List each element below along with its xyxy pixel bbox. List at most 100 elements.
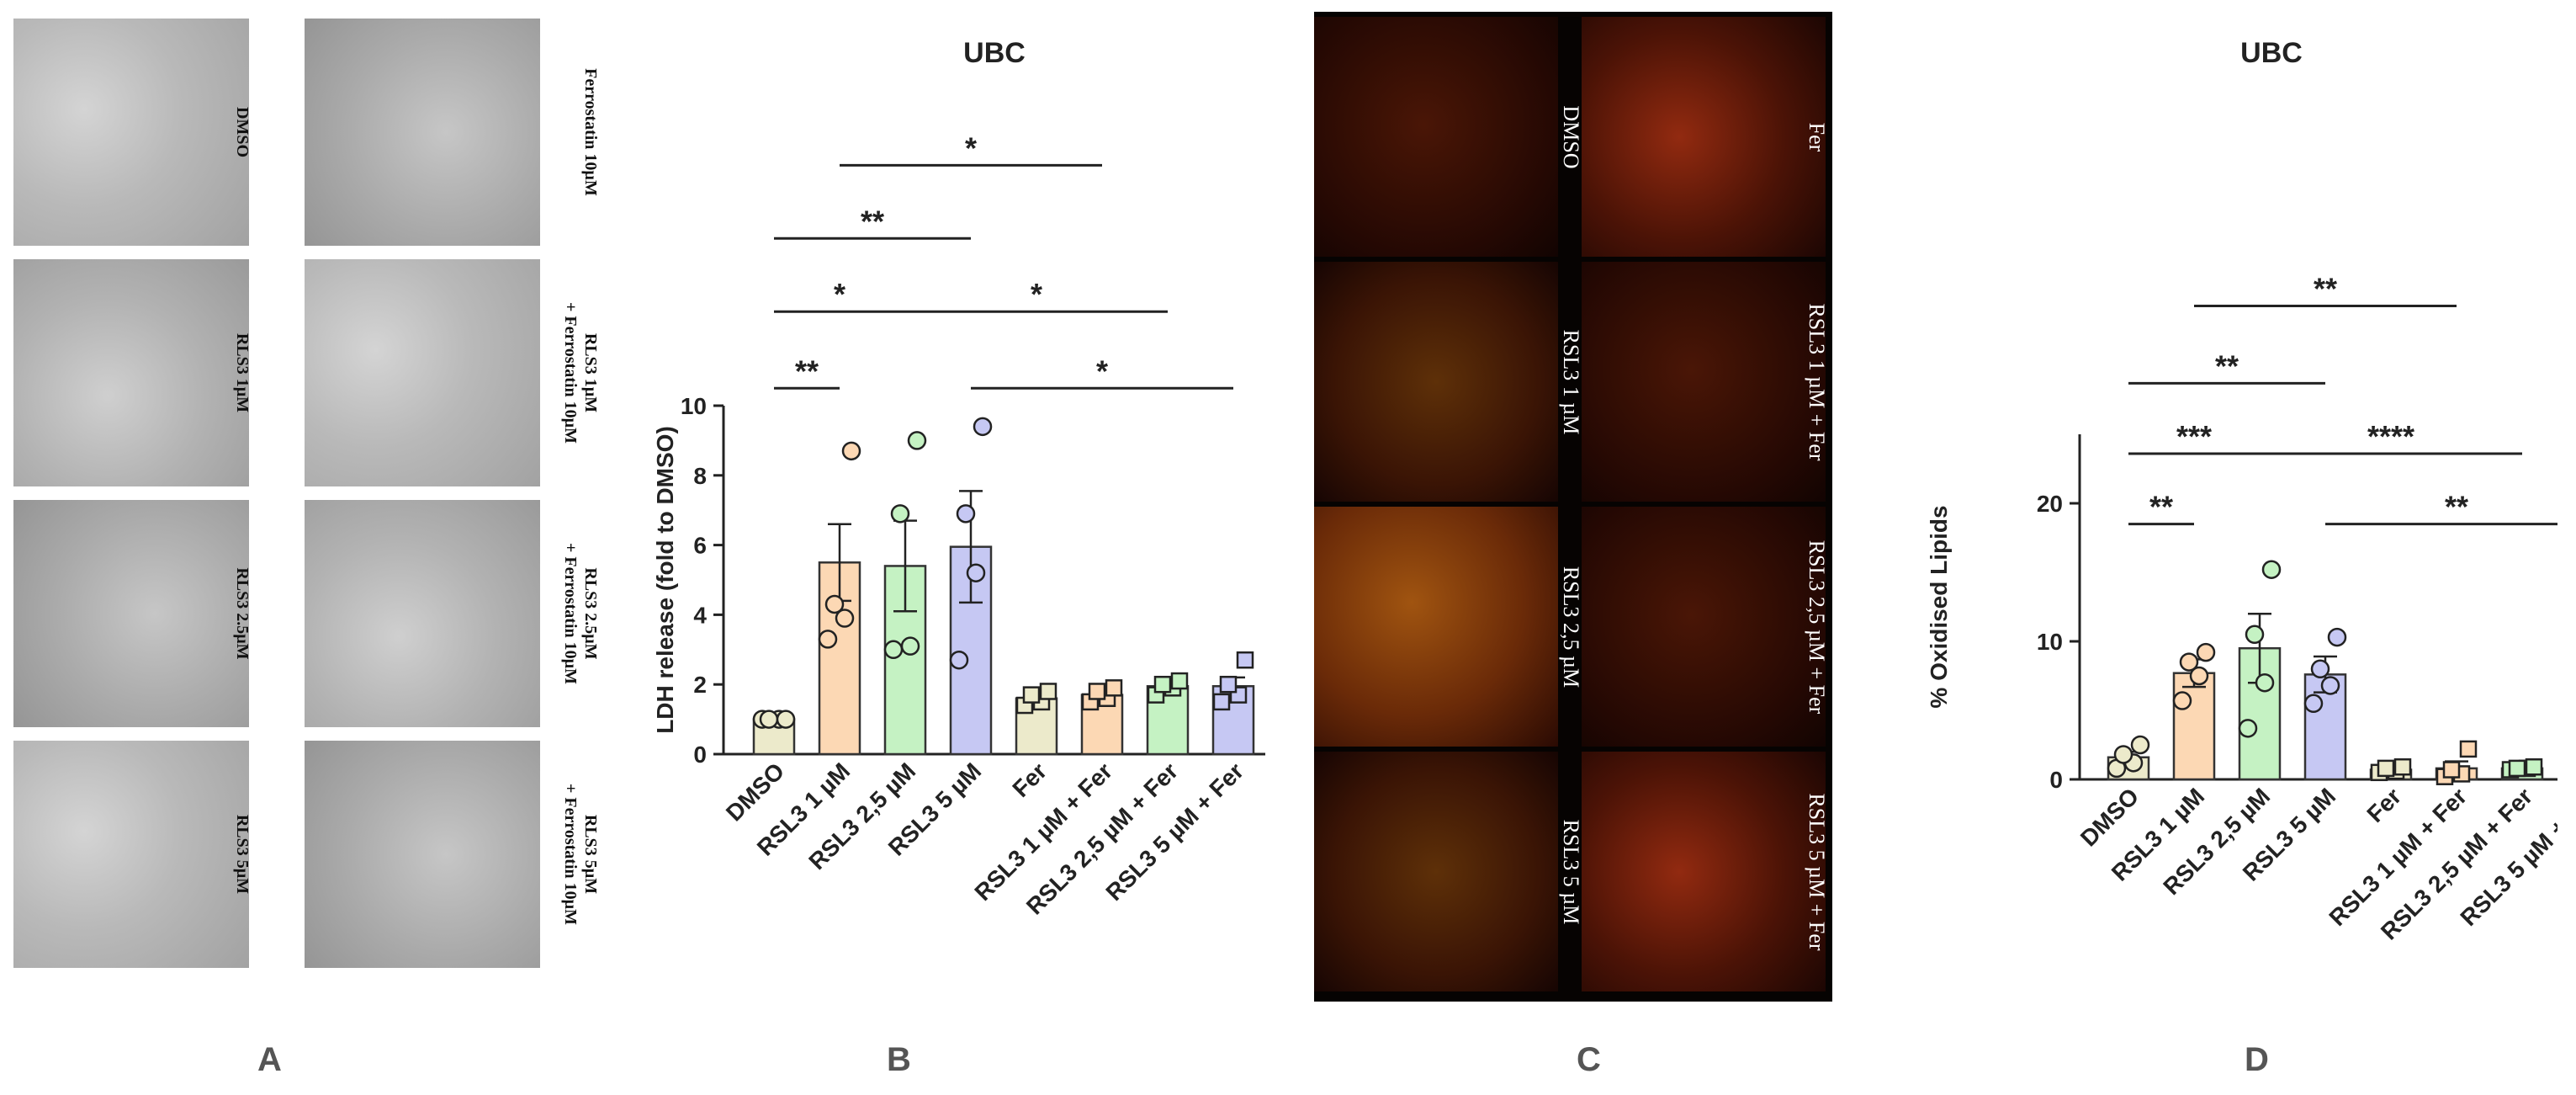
panel-a-label-left-4: RLS3 5µM bbox=[233, 814, 252, 895]
data-point bbox=[2327, 627, 2347, 647]
data-point bbox=[2245, 625, 2265, 645]
significance-label-0: ** bbox=[795, 353, 819, 388]
micrograph-rls3-5 bbox=[13, 741, 249, 968]
panel-a-label-right-2-line2: + Ferrostatin 10µM bbox=[561, 301, 580, 444]
panel-c-label-left-4: RSL3 5 µM bbox=[1559, 819, 1583, 925]
data-point bbox=[2393, 757, 2412, 776]
panel-a-label-right-1: Ferrostatin 10µM bbox=[557, 23, 601, 242]
data-point bbox=[2310, 659, 2330, 679]
panel-a-label-right-1-line1: Ferrostatin 10µM bbox=[581, 68, 600, 196]
panel-letter-b: B bbox=[887, 1041, 911, 1078]
data-point bbox=[2172, 691, 2192, 710]
x-tick-label-4: Fer bbox=[1008, 757, 1052, 802]
significance-label-3: * bbox=[1096, 353, 1108, 388]
y-tick-label: 8 bbox=[693, 463, 707, 489]
y-tick-label: 6 bbox=[693, 533, 707, 559]
fluorescence-rsl3-1-fer bbox=[1582, 262, 1826, 502]
panel-c-label-right-1: Fer bbox=[1805, 122, 1829, 152]
data-point bbox=[2442, 761, 2461, 779]
micrograph-rls3-2-5-fer bbox=[305, 500, 540, 727]
panel-c-label-left-1: DMSO bbox=[1559, 105, 1583, 169]
micrograph-rls3-1 bbox=[13, 259, 249, 486]
panel-a-label-right-3: RLS3 2.5µM + Ferrostatin 10µM bbox=[557, 504, 601, 723]
data-point bbox=[973, 417, 993, 437]
panel-a-label-left-1: DMSO bbox=[233, 107, 252, 157]
y-tick-label: 10 bbox=[2037, 629, 2063, 655]
data-point bbox=[776, 710, 796, 729]
data-point bbox=[2189, 666, 2209, 686]
data-point bbox=[2130, 735, 2150, 755]
y-tick-label: 10 bbox=[681, 393, 707, 419]
data-point bbox=[1153, 675, 1172, 694]
fluorescence-rsl3-2-5 bbox=[1314, 507, 1558, 747]
y-tick-label: 0 bbox=[2049, 767, 2063, 793]
panel-c-label-left-3: RSL3 2,5 µM bbox=[1559, 566, 1583, 688]
significance-label-5: * bbox=[965, 130, 977, 165]
fluorescence-rsl3-1 bbox=[1314, 262, 1558, 502]
data-point bbox=[1022, 686, 1041, 704]
data-point bbox=[2320, 676, 2340, 695]
y-axis-label: LDH release (fold to DMSO) bbox=[652, 426, 678, 734]
fluorescence-dmso bbox=[1314, 17, 1558, 257]
chart-title: UBC bbox=[963, 37, 1026, 69]
micrograph-dmso bbox=[13, 19, 249, 246]
bar-1 bbox=[2172, 672, 2216, 781]
data-point bbox=[835, 609, 855, 628]
significance-label-2: * bbox=[1031, 277, 1042, 311]
data-point bbox=[1170, 672, 1189, 690]
data-point bbox=[2238, 719, 2258, 738]
fluorescence-rsl3-2-5-fer bbox=[1582, 507, 1826, 747]
panel-c-label-right-3: RSL3 2,5 µM + Fer bbox=[1805, 540, 1829, 715]
y-tick-label: 0 bbox=[693, 742, 707, 768]
significance-label-3: ** bbox=[2445, 490, 2468, 524]
panel-a-label-right-4: RLS3 5µM + Ferrostatin 10µM bbox=[557, 745, 601, 964]
data-point bbox=[2179, 652, 2199, 672]
fluorescence-fer bbox=[1582, 17, 1826, 257]
panel-c-label-left-2: RSL3 1 µM bbox=[1559, 329, 1583, 435]
panel-a-label-right-3-line1: RLS3 2.5µM bbox=[581, 567, 600, 660]
panel-letter-d: D bbox=[2245, 1041, 2269, 1078]
data-point bbox=[2303, 694, 2324, 714]
micrograph-rls3-1-fer bbox=[305, 259, 540, 486]
data-point bbox=[2261, 560, 2282, 579]
panel-c-fluorescence: DMSO RSL3 1 µM RSL3 2,5 µM RSL3 5 µM Fer… bbox=[1314, 12, 1832, 1002]
significance-label-4: ** bbox=[2215, 348, 2239, 383]
data-point bbox=[900, 636, 920, 656]
data-point bbox=[2525, 757, 2543, 776]
data-point bbox=[2196, 642, 2216, 662]
data-point bbox=[883, 640, 904, 660]
data-point bbox=[1219, 675, 1238, 694]
data-point bbox=[956, 504, 976, 524]
significance-label-1: * bbox=[834, 277, 845, 311]
data-point bbox=[907, 431, 927, 450]
panel-c-label-right-4: RSL3 5 µM + Fer bbox=[1805, 793, 1829, 951]
panel-a-label-left-2: RLS3 1µM bbox=[233, 332, 252, 413]
data-point bbox=[759, 710, 779, 729]
significance-label-5: ** bbox=[2314, 271, 2337, 306]
data-point bbox=[1212, 693, 1231, 711]
panel-letter-a: A bbox=[257, 1041, 282, 1078]
data-point bbox=[1105, 679, 1123, 697]
data-point bbox=[949, 650, 969, 670]
micrograph-ferrostatin bbox=[305, 19, 540, 246]
panel-c-label-right-2: RSL3 1 µM + Fer bbox=[1805, 303, 1829, 461]
panel-a-label-right-2-line1: RLS3 1µM bbox=[581, 332, 600, 413]
data-point bbox=[824, 594, 845, 614]
data-point bbox=[966, 563, 986, 582]
y-tick-label: 2 bbox=[693, 672, 707, 698]
data-point bbox=[818, 630, 838, 649]
y-axis-label: % Oxidised Lipids bbox=[1926, 505, 1952, 708]
data-point bbox=[2255, 672, 2275, 693]
significance-label-0: ** bbox=[2149, 490, 2173, 524]
data-point bbox=[1088, 683, 1106, 700]
significance-label-2: **** bbox=[2367, 419, 2414, 454]
data-point bbox=[1236, 651, 1254, 669]
data-point bbox=[2508, 759, 2526, 778]
panel-a-label-right-4-line1: RLS3 5µM bbox=[581, 814, 600, 895]
y-tick-label: 20 bbox=[2037, 491, 2063, 517]
chart-title: UBC bbox=[2240, 37, 2303, 69]
data-point bbox=[1039, 683, 1057, 700]
panel-a-label-right-2: RLS3 1µM + Ferrostatin 10µM bbox=[557, 263, 601, 482]
significance-label-1: *** bbox=[2176, 419, 2212, 454]
